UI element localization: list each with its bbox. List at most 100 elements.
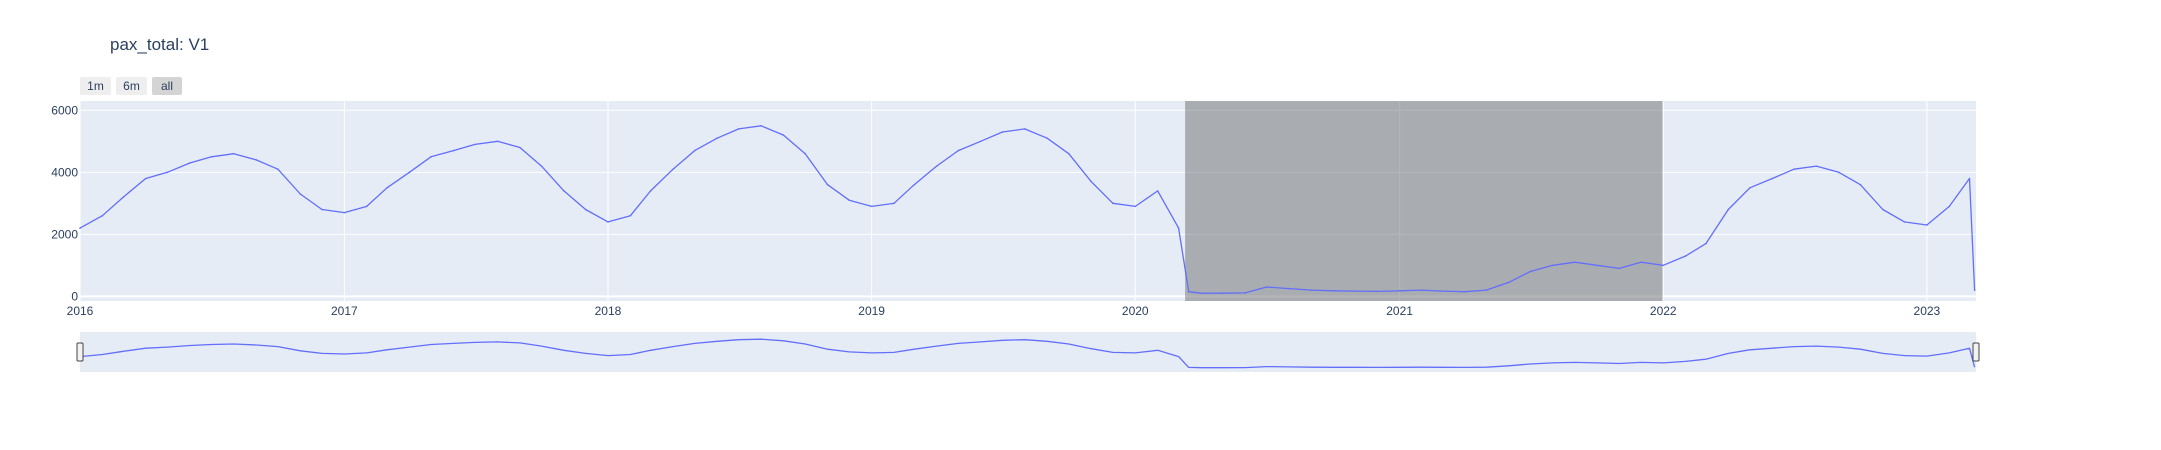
data-point [1837,171,1840,174]
data-point [584,208,587,211]
series-points [79,125,1976,295]
x-tick-label: 2023 [1914,304,1941,318]
data-point [1332,289,1334,292]
data-point [893,202,895,205]
data-point [870,205,873,208]
data-point [1463,290,1466,293]
highlighted-range [1185,101,1663,301]
data-point [693,149,696,152]
data-point [1310,289,1313,291]
data-point [343,211,346,214]
range-button-all[interactable]: all [152,77,182,95]
range-button-6m-label: 6m [123,79,140,93]
data-point [519,146,521,149]
data-point [1090,180,1092,183]
data-point [913,183,916,186]
data-point [1001,131,1004,133]
data-point [1596,264,1598,267]
range-button-all-label: all [161,79,173,93]
data-point [408,171,411,174]
range-button-1m[interactable]: 1m [80,77,111,95]
data-point [496,140,499,143]
data-point [1134,205,1137,208]
data-point [1485,289,1488,291]
data-point [1046,137,1048,140]
y-tick-label: 0 [71,289,78,303]
data-point [144,177,147,180]
data-point [1705,242,1707,245]
x-tick-label: 2021 [1386,304,1413,318]
data-point [1793,168,1795,171]
data-point [386,187,388,189]
data-point [716,137,718,140]
data-point [1749,187,1751,189]
data-point [1068,152,1070,155]
data-point [1903,221,1906,223]
range-button-1m-label: 1m [87,79,104,93]
x-tick-labels: 2016 2017 2018 2019 2020 2021 2022 2023 [67,304,1941,318]
data-point [1156,190,1159,192]
data-point [760,125,762,127]
data-point [233,152,235,155]
data-point [474,143,476,146]
data-point [1948,205,1951,208]
y-tick-label: 2000 [51,227,78,241]
x-tick-label: 2018 [595,304,622,318]
data-point [299,193,302,195]
range-button-6m[interactable]: 6m [116,77,147,95]
range-slider-left-handle[interactable] [76,342,84,362]
data-point [1859,183,1862,186]
data-point [1421,289,1423,291]
x-tick-label: 2020 [1122,304,1149,318]
data-point [826,183,829,186]
data-point [1684,255,1687,257]
range-button-all-bg [152,77,182,95]
data-point [782,134,785,136]
data-point [1662,264,1665,267]
chart-title: pax_total: V1 [110,35,209,54]
data-point [365,205,368,208]
data-point [1973,289,1976,291]
data-point [672,168,674,171]
data-point [101,214,104,217]
data-point [649,190,652,192]
y-tick-label: 4000 [51,165,78,179]
data-point [1187,290,1190,293]
x-tick-label: 2022 [1650,304,1677,318]
data-point [957,149,960,152]
data-point [563,190,565,192]
data-point [1177,227,1180,229]
y-tick-labels: 0 2000 4000 6000 [51,103,78,303]
data-point [1771,177,1774,180]
data-point [1023,128,1026,130]
range-slider-series-line [79,338,1976,369]
data-point [1640,261,1642,264]
data-point [1507,281,1510,284]
x-tick-label: 2016 [67,304,94,318]
data-point [1529,270,1532,273]
main-plot-area[interactable] [80,101,1976,301]
data-point [1574,261,1576,264]
data-point [79,227,81,229]
data-point [1354,290,1357,292]
data-point [1926,224,1928,226]
data-point [1376,290,1379,293]
data-point [979,140,982,143]
data-point [1200,292,1202,295]
data-point [804,152,806,155]
data-point [1112,202,1114,205]
data-point [1265,286,1268,288]
data-point [1882,208,1884,211]
data-point [430,156,432,158]
data-point [540,165,543,167]
range-slider-track[interactable] [80,332,1976,372]
data-point [452,149,455,152]
data-point [935,165,938,167]
data-point [607,221,609,223]
range-selector: 1m 6m all [80,77,182,95]
y-tick-label: 6000 [51,103,78,117]
range-button-6m-bg [116,77,147,95]
range-slider-right-handle[interactable] [1972,342,1980,362]
data-point [1815,165,1818,167]
